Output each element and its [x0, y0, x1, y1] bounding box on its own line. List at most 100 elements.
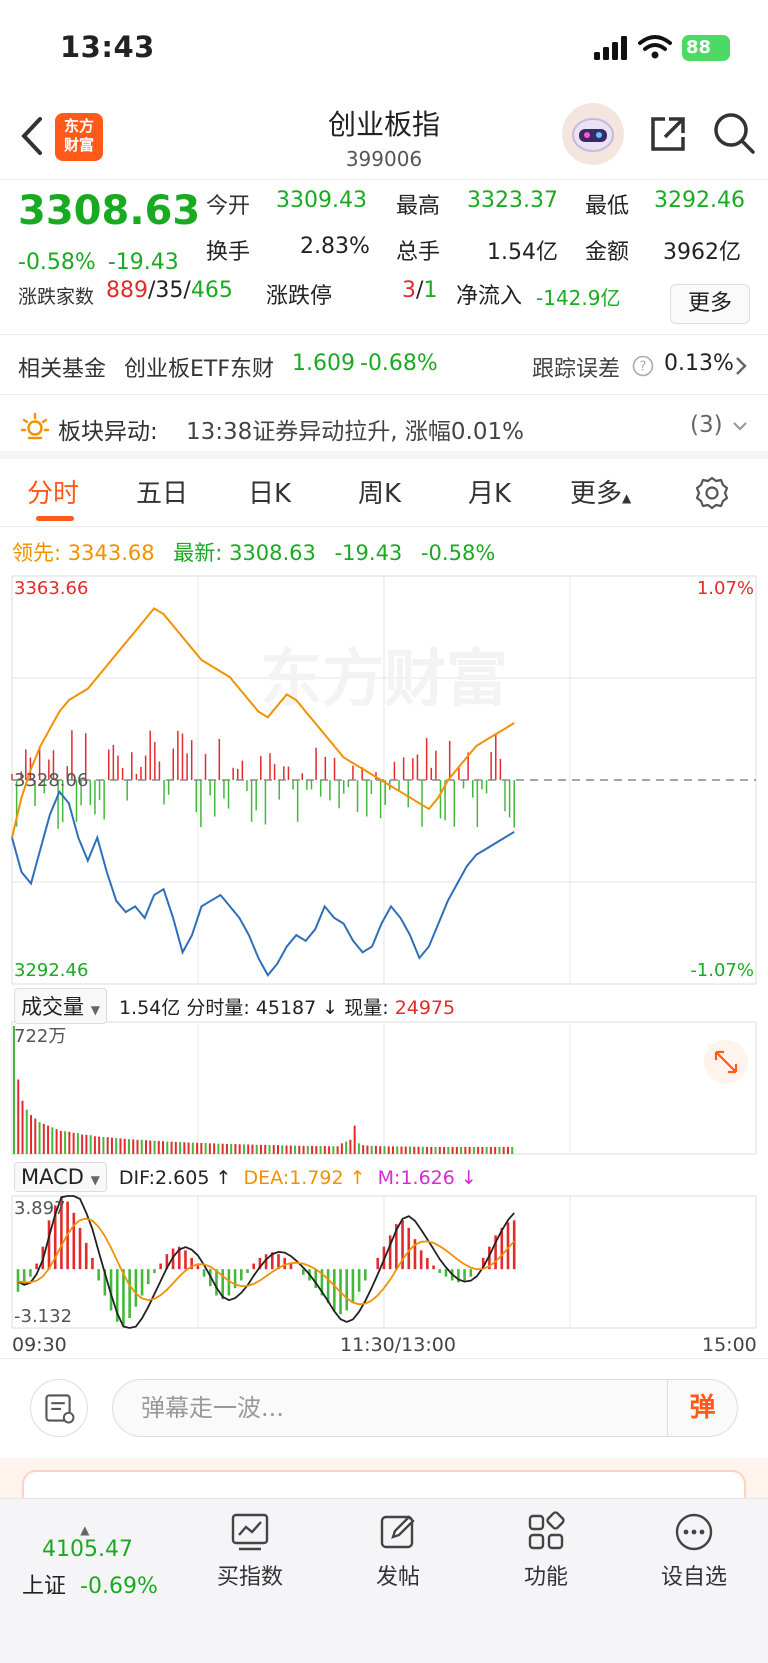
- caret-up-icon: ▲: [80, 1523, 90, 1537]
- fund-label: 相关基金: [18, 357, 107, 382]
- sector-alert-row[interactable]: 板块异动: 13:38证券异动拉升, 涨幅0.01% (3): [0, 395, 768, 459]
- netflow-label: 净流入: [456, 284, 523, 309]
- macd-label-top: 3.897: [14, 1198, 66, 1219]
- high-label: 最高: [396, 194, 441, 219]
- volume-dropdown-label: 成交量: [21, 995, 84, 1019]
- latest-change: -19.43: [334, 541, 403, 565]
- lead-value: 3343.68: [67, 541, 155, 565]
- y-label-top: 3363.66: [14, 578, 88, 599]
- now-volume: 24975: [394, 997, 456, 1019]
- tick-volume-label: 分时量:: [186, 997, 250, 1019]
- features-button[interactable]: 功能: [486, 1511, 606, 1591]
- chart-icon: [231, 1513, 269, 1551]
- adv-down: 465: [190, 278, 233, 303]
- adv-flat: 35: [155, 278, 184, 303]
- adv-up: 889: [106, 278, 148, 303]
- buy-index-button[interactable]: 买指数: [190, 1511, 310, 1591]
- add-watchlist-label: 设自选: [660, 1565, 727, 1590]
- signal-icon: [594, 36, 627, 60]
- y-pct-top: 1.07%: [697, 578, 754, 599]
- nav-bar: 东方 财富 创业板指 399006: [0, 95, 768, 180]
- tracking-error-label: 跟踪误差: [532, 357, 621, 382]
- index-pct: -0.69%: [80, 1574, 158, 1599]
- macd-header: MACD ▼ DIF:2.605 ↑ DEA:1.792 ↑ M:1.626 ↓: [14, 1162, 477, 1192]
- fund-name: 创业板ETF东财: [124, 357, 274, 382]
- volume-max-label: 722万: [14, 1026, 66, 1047]
- price-change: -0.58% -19.43: [18, 250, 191, 275]
- volume-total: 1.54亿: [118, 997, 181, 1019]
- share-icon[interactable]: [647, 113, 689, 155]
- more-button[interactable]: 更多: [670, 284, 750, 324]
- robot-avatar-icon[interactable]: [562, 103, 624, 165]
- post-button[interactable]: 发帖: [338, 1511, 458, 1591]
- index-quote[interactable]: ▲ 4105.47 上证 -0.69%: [22, 1523, 158, 1600]
- related-fund-row[interactable]: 相关基金 创业板ETF东财 1.609 -0.68% 跟踪误差 ? 0.13%: [0, 335, 768, 395]
- volume-header: 成交量 ▼ 1.54亿 分时量: 45187 ↓ 现量: 24975: [14, 988, 455, 1024]
- battery-level: 88: [686, 37, 712, 58]
- tab-daily-k[interactable]: 日K: [248, 479, 292, 509]
- netflow-value: -142.9亿: [536, 286, 621, 310]
- up-arrow-icon: ↑: [349, 1167, 366, 1189]
- adv-label: 涨跌家数: [18, 286, 95, 308]
- change-value: -19.43: [107, 250, 179, 275]
- search-icon[interactable]: [712, 111, 756, 155]
- lead-label: 领先:: [12, 541, 62, 565]
- alert-count: (3): [690, 412, 723, 438]
- tab-five-day[interactable]: 五日: [136, 479, 189, 509]
- tab-intraday[interactable]: 分时: [27, 479, 80, 509]
- limit-counts: 3/1: [402, 278, 438, 303]
- fund-pct: -0.68%: [360, 351, 438, 376]
- danmu-input[interactable]: 弹幕走一波... 弹: [112, 1379, 738, 1437]
- gear-icon[interactable]: [694, 475, 730, 511]
- macd-dropdown[interactable]: MACD ▼: [14, 1162, 107, 1192]
- help-icon[interactable]: ?: [632, 355, 654, 377]
- turnover-label: 换手: [206, 240, 251, 265]
- page-title: 创业板指: [327, 108, 440, 141]
- add-watchlist-button[interactable]: 设自选: [634, 1511, 754, 1591]
- now-volume-label: 现量:: [344, 997, 389, 1019]
- up-arrow-icon: ↑: [215, 1167, 232, 1189]
- caret-icon: ▲: [622, 491, 632, 505]
- dropdown-caret-icon: ▼: [90, 1003, 100, 1017]
- adv-counts: 889/35/465: [106, 278, 233, 303]
- latest-value: 3308.63: [229, 541, 316, 565]
- watermark-logo: 东方财富: [260, 642, 508, 715]
- chevron-down-icon: [733, 422, 747, 431]
- down-arrow-icon: ↓: [322, 997, 339, 1019]
- features-label: 功能: [523, 1565, 568, 1590]
- low-label: 最低: [585, 194, 630, 219]
- expand-arrows: [714, 1050, 738, 1074]
- volume-dropdown[interactable]: 成交量 ▼: [14, 988, 107, 1024]
- battery-icon: 88: [682, 35, 730, 61]
- y-pct-bottom: -1.07%: [690, 960, 754, 981]
- dif-value: 2.605: [155, 1167, 210, 1189]
- logo-line2: 财富: [63, 136, 94, 154]
- tab-more[interactable]: 更多▲: [570, 473, 631, 510]
- y-label-bottom: 3292.46: [14, 960, 88, 981]
- index-value: 4105.47: [42, 1537, 133, 1562]
- danmu-list-icon[interactable]: [30, 1379, 88, 1437]
- open-field: 今开: [206, 188, 250, 220]
- buy-index-label: 买指数: [216, 1565, 283, 1590]
- volume-value: 1.54亿: [487, 240, 558, 265]
- macd-dropdown-label: MACD: [21, 1165, 84, 1189]
- time-mid: 11:30/13:00: [340, 1334, 456, 1356]
- danmu-send-button[interactable]: 弹: [667, 1380, 737, 1436]
- dropdown-caret-icon: ▼: [90, 1173, 100, 1187]
- m-label: M:: [377, 1167, 401, 1189]
- dea-line: [17, 1217, 515, 1306]
- alert-text: 13:38证券异动拉升, 涨幅0.01%: [186, 419, 524, 445]
- back-icon[interactable]: [18, 115, 46, 157]
- current-price: 3308.63: [18, 188, 201, 234]
- danmu-placeholder: 弹幕走一波...: [141, 1394, 284, 1422]
- limit-label: 涨跌停: [266, 284, 333, 309]
- tab-weekly-k[interactable]: 周K: [358, 479, 402, 509]
- time-end: 15:00: [702, 1334, 757, 1356]
- grid-icon: [528, 1511, 565, 1550]
- time-start: 09:30: [12, 1334, 67, 1356]
- danmu-bar: 弹幕走一波... 弹: [0, 1358, 768, 1458]
- chart-tabs: 分时 五日 日K 周K 月K 更多▲: [0, 459, 768, 527]
- intraday-chart[interactable]: 东方财富 3363.66 3328.06 3292.46 1.07% -1.07% 722万…: [0, 568, 768, 1358]
- logo-line1: 东方: [63, 117, 94, 135]
- tab-monthly-k[interactable]: 月K: [468, 479, 512, 509]
